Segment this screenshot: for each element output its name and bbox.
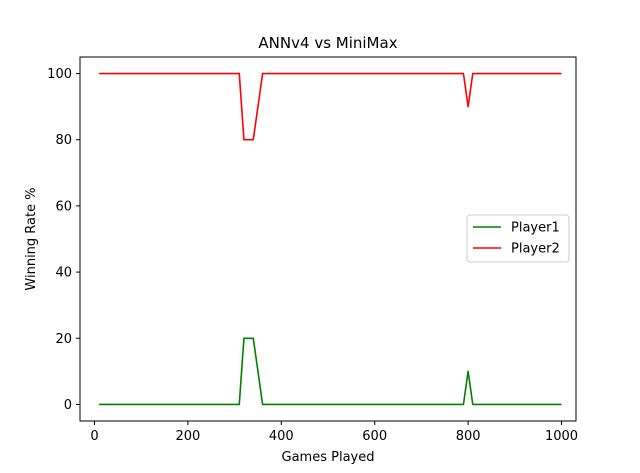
y-tick-label: 40 (55, 266, 72, 281)
x-tick-label: 800 (456, 429, 481, 444)
x-tick-label: 600 (362, 429, 387, 444)
x-axis: 0 200 400 600 800 1000 (90, 421, 578, 444)
series-line-player1 (99, 337, 562, 406)
legend-label-player1: Player1 (511, 221, 560, 236)
y-tick-label: 100 (47, 67, 72, 82)
x-axis-label: Games Played (282, 450, 375, 465)
y-tick-label: 60 (55, 199, 72, 214)
y-tick-label: 80 (55, 133, 72, 148)
y-tick-label: 0 (64, 398, 72, 413)
x-tick-label: 0 (90, 429, 98, 444)
x-tick-label: 1000 (545, 429, 578, 444)
y-axis: 0 20 40 60 80 100 (47, 67, 80, 413)
legend: Player1 Player2 (466, 214, 570, 263)
axes-frame (79, 56, 577, 422)
plot-area (99, 72, 562, 406)
chart-title: ANNv4 vs MiniMax (258, 34, 397, 52)
x-tick-label: 400 (269, 429, 294, 444)
legend-label-player2: Player2 (511, 242, 560, 257)
y-tick-label: 20 (55, 332, 72, 347)
y-axis-label: Winning Rate % (24, 187, 39, 290)
series-line-player2 (99, 72, 562, 141)
x-tick-label: 200 (175, 429, 200, 444)
